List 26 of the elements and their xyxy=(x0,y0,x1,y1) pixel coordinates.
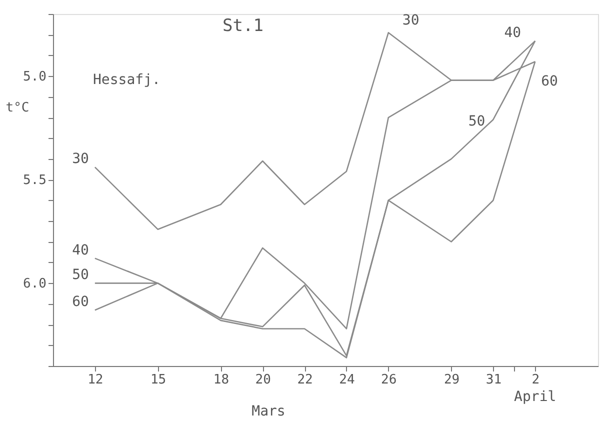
x-tick-label: 24 xyxy=(339,372,355,388)
series-label: 40 xyxy=(72,242,89,258)
x-tick-label: 15 xyxy=(150,372,166,388)
y-tick-label: 5.0 xyxy=(23,70,46,85)
x-tick-label: 31 xyxy=(486,372,502,388)
y-axis-title: t°C xyxy=(6,100,30,116)
series-label: 50 xyxy=(468,114,486,130)
x-tick-label: 20 xyxy=(255,372,271,388)
y-tick-label: 5.5 xyxy=(23,173,46,188)
x-tick-label: 18 xyxy=(213,372,230,388)
text: 30 xyxy=(402,12,420,29)
x-tick-label: 2 xyxy=(532,372,540,388)
text: 60 xyxy=(541,74,558,90)
series-label: 60 xyxy=(72,294,89,310)
x-tick-label: 26 xyxy=(381,372,397,388)
series-label: 30 xyxy=(72,151,89,168)
x-tick-label: 29 xyxy=(444,372,460,388)
chart-title: St.1 xyxy=(222,16,264,36)
text: Hessafj. xyxy=(93,72,160,88)
x-tick-label: 22 xyxy=(297,372,313,388)
text: April xyxy=(514,389,556,405)
x-axis-title: Mars xyxy=(252,404,286,420)
text: 50 xyxy=(72,267,89,284)
x-tick-label: 12 xyxy=(88,372,104,388)
y-tick-label: 6.0 xyxy=(23,276,46,292)
text: 40 xyxy=(504,24,522,41)
